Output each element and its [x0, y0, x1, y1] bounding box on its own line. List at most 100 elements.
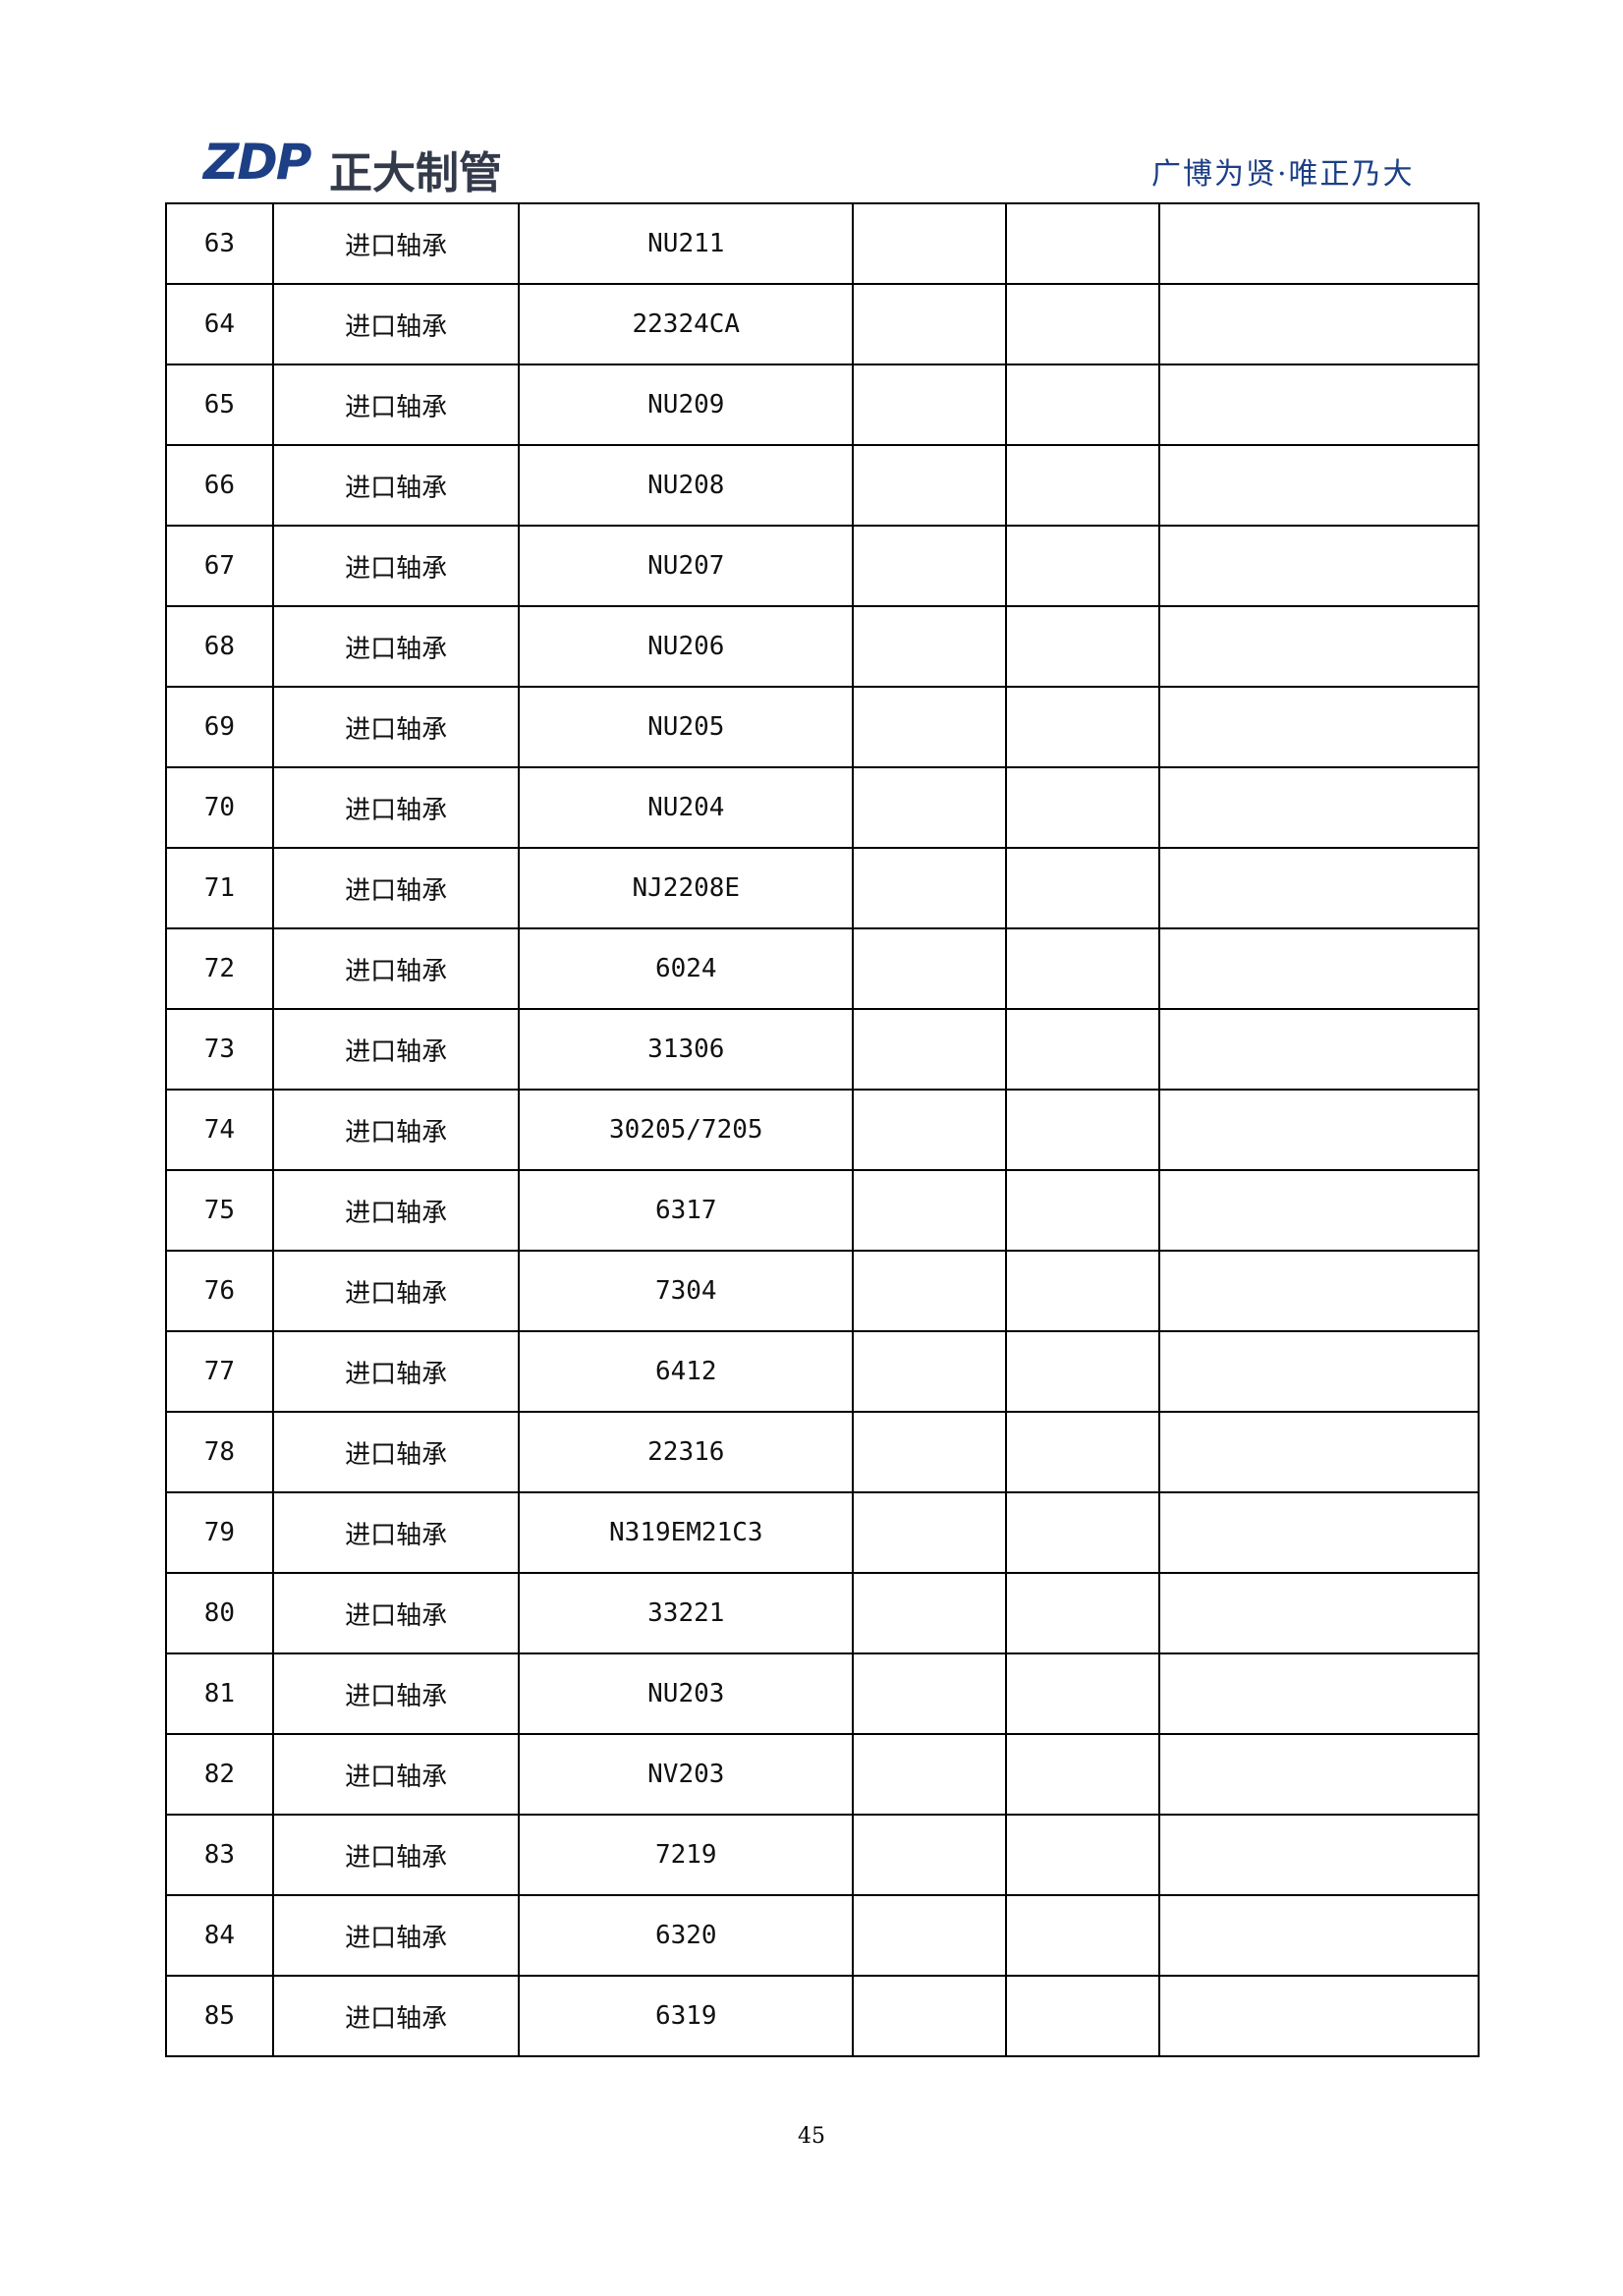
table-cell: 进口轴承: [271, 1089, 521, 1171]
table-cell: 6320: [518, 1894, 855, 1977]
table-cell: [1157, 1089, 1481, 1171]
table-cell: 进口轴承: [271, 766, 521, 849]
table-cell: 进口轴承: [271, 1169, 521, 1252]
table-cell: [1004, 283, 1160, 365]
table-cell: [852, 364, 1007, 446]
table-cell: 64: [165, 283, 274, 365]
table-row: 67 进口轴承 NU207: [165, 525, 1481, 607]
table-row: 63 进口轴承 NU211: [165, 202, 1481, 285]
table-cell: 75: [165, 1169, 274, 1252]
table-cell: 进口轴承: [271, 605, 521, 688]
table-cell: 83: [165, 1814, 274, 1896]
table-cell: [1157, 1491, 1481, 1574]
table-cell: 30205/7205: [518, 1089, 855, 1171]
table-row: 84 进口轴承 6320: [165, 1894, 1481, 1977]
table-row: 83 进口轴承 7219: [165, 1814, 1481, 1896]
table-cell: [1004, 605, 1160, 688]
table-cell: NU208: [518, 444, 855, 527]
table-cell: [852, 1572, 1007, 1654]
table-cell: [1157, 1975, 1481, 2057]
table-cell: [1004, 1491, 1160, 1574]
table-cell: [852, 1169, 1007, 1252]
table-cell: [1157, 686, 1481, 768]
table-row: 69 进口轴承 NU205: [165, 686, 1481, 768]
table-cell: [1004, 1169, 1160, 1252]
table-cell: NU207: [518, 525, 855, 607]
table-cell: [1004, 525, 1160, 607]
table-cell: 进口轴承: [271, 1008, 521, 1091]
table-cell: 6412: [518, 1330, 855, 1413]
table-cell: NJ2208E: [518, 847, 855, 929]
table-cell: [1157, 1008, 1481, 1091]
table-cell: 7219: [518, 1814, 855, 1896]
table-cell: [852, 1652, 1007, 1735]
table-cell: [1004, 1089, 1160, 1171]
table-cell: [1004, 364, 1160, 446]
table-cell: 进口轴承: [271, 283, 521, 365]
table-row: 79 进口轴承 N319EM21C3: [165, 1491, 1481, 1574]
table-row: 77 进口轴承 6412: [165, 1330, 1481, 1413]
table-cell: 进口轴承: [271, 1250, 521, 1332]
table-cell: 进口轴承: [271, 364, 521, 446]
table-cell: [1004, 444, 1160, 527]
table-cell: 76: [165, 1250, 274, 1332]
table-row: 75 进口轴承 6317: [165, 1169, 1481, 1252]
table-cell: [1157, 1894, 1481, 1977]
table-cell: [1004, 1814, 1160, 1896]
tagline: 广博为贤·唯正乃大: [1151, 157, 1415, 192]
table-cell: [852, 1733, 1007, 1816]
table-cell: [852, 1814, 1007, 1896]
table-cell: [852, 525, 1007, 607]
table-cell: [852, 444, 1007, 527]
table-cell: 进口轴承: [271, 1491, 521, 1574]
table-cell: 74: [165, 1089, 274, 1171]
table-cell: [852, 766, 1007, 849]
table-cell: [1157, 1814, 1481, 1896]
table-row: 65 进口轴承 NU209: [165, 364, 1481, 446]
table-row: 73 进口轴承 31306: [165, 1008, 1481, 1091]
table-cell: 77: [165, 1330, 274, 1413]
table-cell: 进口轴承: [271, 202, 521, 285]
page-number: 45: [798, 2124, 825, 2149]
table-cell: [1004, 1250, 1160, 1332]
table-cell: [1157, 364, 1481, 446]
table-cell: [1157, 1411, 1481, 1493]
table-cell: [1004, 1411, 1160, 1493]
table-cell: [1157, 1652, 1481, 1735]
table-cell: 65: [165, 364, 274, 446]
table-cell: 进口轴承: [271, 686, 521, 768]
table-cell: 82: [165, 1733, 274, 1816]
table-cell: 进口轴承: [271, 1330, 521, 1413]
table-cell: 进口轴承: [271, 1814, 521, 1896]
table-cell: [1157, 847, 1481, 929]
table-cell: [1004, 202, 1160, 285]
table-cell: 6024: [518, 927, 855, 1010]
table-cell: [852, 1250, 1007, 1332]
table-cell: NU209: [518, 364, 855, 446]
table-row: 72 进口轴承 6024: [165, 927, 1481, 1010]
table-cell: [1004, 1975, 1160, 2057]
table-cell: NU206: [518, 605, 855, 688]
table-cell: NV203: [518, 1733, 855, 1816]
table-row: 66 进口轴承 NU208: [165, 444, 1481, 527]
table-cell: 进口轴承: [271, 1572, 521, 1654]
table-cell: [1157, 1250, 1481, 1332]
table-row: 71 进口轴承 NJ2208E: [165, 847, 1481, 929]
table-cell: [1157, 525, 1481, 607]
table-cell: 80: [165, 1572, 274, 1654]
table-cell: [1157, 927, 1481, 1010]
table-cell: [1004, 1894, 1160, 1977]
table-row: 80 进口轴承 33221: [165, 1572, 1481, 1654]
table-cell: 78: [165, 1411, 274, 1493]
table-cell: [852, 1491, 1007, 1574]
table-cell: [852, 686, 1007, 768]
table-cell: 7304: [518, 1250, 855, 1332]
table-cell: [1157, 202, 1481, 285]
table-cell: 进口轴承: [271, 525, 521, 607]
table-cell: [1004, 1652, 1160, 1735]
table-cell: 73: [165, 1008, 274, 1091]
table-cell: [1157, 444, 1481, 527]
logo: ZDP: [203, 134, 311, 191]
table-cell: 66: [165, 444, 274, 527]
table-cell: [852, 202, 1007, 285]
